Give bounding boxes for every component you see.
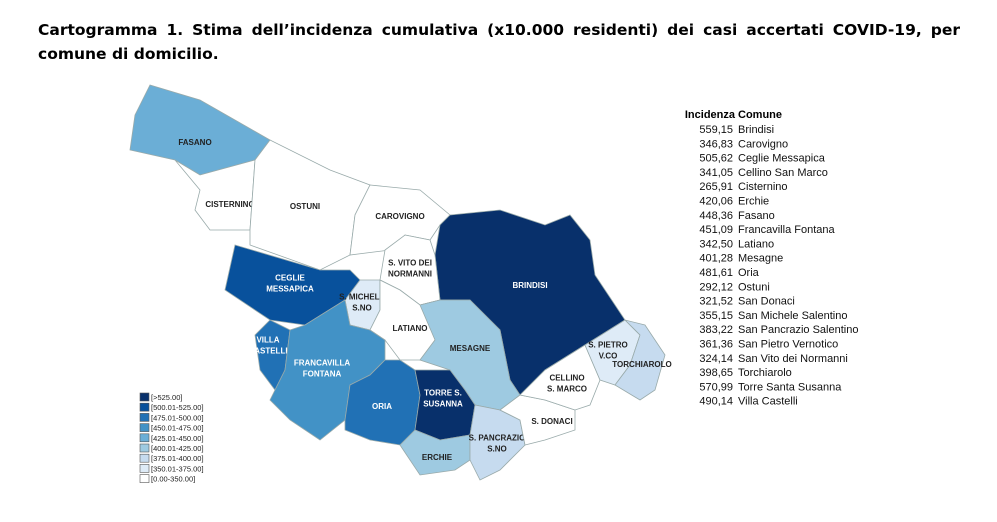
municipality: [174, 159, 256, 231]
table-cell: 321,52: [699, 296, 733, 308]
table-cell: 383,22: [699, 324, 733, 336]
municipality: [614, 319, 666, 401]
table-cell: Ostuni: [738, 281, 770, 293]
table-cell: Oria: [738, 267, 760, 279]
legend-label: [425.01-450.00]: [151, 434, 204, 443]
table-cell: 420,06: [699, 196, 733, 208]
table-cell: Villa Castelli: [738, 396, 798, 408]
legend-swatch: [139, 402, 150, 412]
table-cell: Cellino San Marco: [738, 167, 828, 179]
table-cell: 324,14: [699, 353, 733, 365]
municipality-label: FASANO: [178, 138, 211, 147]
legend-label: [0.00-350.00]: [151, 475, 195, 484]
table-cell: 265,91: [699, 181, 733, 193]
legend-swatch: [139, 423, 150, 432]
table-cell: 355,15: [699, 310, 733, 322]
table-cell: 346,83: [699, 138, 733, 150]
table-cell: 361,36: [699, 339, 733, 351]
legend-label: [500.01-525.00]: [151, 403, 204, 412]
table-cell: Carovigno: [738, 138, 788, 150]
table-cell: 341,05: [699, 167, 733, 179]
municipality-label: S. MICHELE: [339, 293, 385, 302]
municipality-label: ERCHIE: [422, 453, 453, 462]
legend-swatch: [139, 464, 150, 473]
legend-label: [>525.00]: [151, 393, 183, 402]
legend-label: [450.01-475.00]: [151, 424, 204, 433]
legend-label: [375.01-400.00]: [151, 454, 204, 463]
municipality-label: S. PANCRAZIO: [469, 434, 526, 443]
legend-label: [350.01-375.00]: [151, 464, 204, 473]
table-cell: San Pancrazio Salentino: [738, 324, 858, 336]
table-cell: Ceglie Messapica: [738, 153, 826, 165]
legend-swatch: [139, 443, 150, 453]
municipality-label: TORRE S.: [424, 389, 462, 398]
municipality-label: SUSANNA: [423, 400, 463, 409]
table-cell: 292,12: [699, 281, 733, 293]
municipality-label: TORCHIAROLO: [612, 360, 671, 369]
legend-label: [400.01-425.00]: [151, 444, 204, 453]
table-cell: 490,14: [699, 396, 733, 408]
legend-swatch: [139, 453, 150, 463]
table-cell: 451,09: [699, 224, 733, 236]
municipality-label: NORMANNI: [388, 270, 432, 279]
municipality-label: MESAGNE: [450, 344, 491, 353]
table-cell: Cisternino: [738, 181, 788, 193]
municipality-label: CEGLIE: [275, 274, 305, 283]
municipality-label: CISTERNINO: [205, 200, 254, 209]
municipality-label: OSTUNI: [290, 202, 320, 211]
municipality-label: S. PIETRO: [588, 341, 628, 350]
table-cell: Fasano: [738, 210, 775, 222]
municipality-label: S. MARCO: [547, 385, 587, 394]
table-cell: Mesagne: [738, 253, 783, 265]
legend-swatch: [139, 474, 150, 483]
municipality-label: ORIA: [372, 402, 392, 411]
municipality-label: CASTELLI: [248, 347, 287, 356]
municipality-label: BRINDISI: [512, 281, 547, 290]
table-cell: 448,36: [699, 210, 733, 222]
municipality-label: V.CO: [599, 352, 618, 361]
legend-swatch: [139, 392, 150, 402]
municipality-label: LATIANO: [393, 324, 428, 333]
municipality-label: S. VITO DEI: [388, 259, 432, 268]
municipality: [519, 344, 601, 411]
table-cell: Francavilla Fontana: [738, 224, 835, 236]
table-cell: San Pietro Vernotico: [738, 339, 838, 351]
municipality-label: S.NO: [352, 304, 372, 313]
municipality-label: CAROVIGNO: [375, 212, 424, 221]
table-cell: 481,61: [699, 267, 733, 279]
table-cell: San Vito dei Normanni: [738, 353, 848, 365]
table-cell: 505,62: [699, 153, 733, 165]
municipality-label: S. DONACI: [531, 417, 572, 426]
legend-swatch: [139, 413, 150, 422]
table-cell: 559,15: [699, 124, 733, 136]
table-header: Comune: [738, 109, 782, 121]
table-cell: Torre Santa Susanna: [738, 381, 842, 393]
municipality-label: MESSAPICA: [266, 285, 314, 294]
table-cell: Brindisi: [738, 124, 774, 136]
table-cell: San Donaci: [738, 296, 795, 308]
table-cell: 570,99: [699, 381, 733, 393]
table-cell: Torchiarolo: [738, 367, 792, 379]
table-cell: Latiano: [738, 238, 774, 250]
legend-label: [475.01-500.00]: [151, 413, 204, 422]
municipality-label: FONTANA: [303, 370, 342, 379]
municipality-label: CELLINO: [549, 374, 584, 383]
table-cell: 398,65: [699, 367, 733, 379]
municipality-label: FRANCAVILLA: [294, 359, 351, 368]
table-cell: 342,50: [699, 238, 733, 250]
table-header: Incidenza: [685, 109, 736, 121]
table-cell: San Michele Salentino: [738, 310, 847, 322]
municipality-label: S.NO: [487, 445, 507, 454]
legend-swatch: [139, 433, 150, 443]
table-cell: 401,28: [699, 253, 733, 265]
municipality-label: VILLA: [256, 336, 279, 345]
title: Cartogramma 1. Stima dell’incidenza cumu…: [38, 21, 960, 63]
table-cell: Erchie: [738, 196, 769, 208]
